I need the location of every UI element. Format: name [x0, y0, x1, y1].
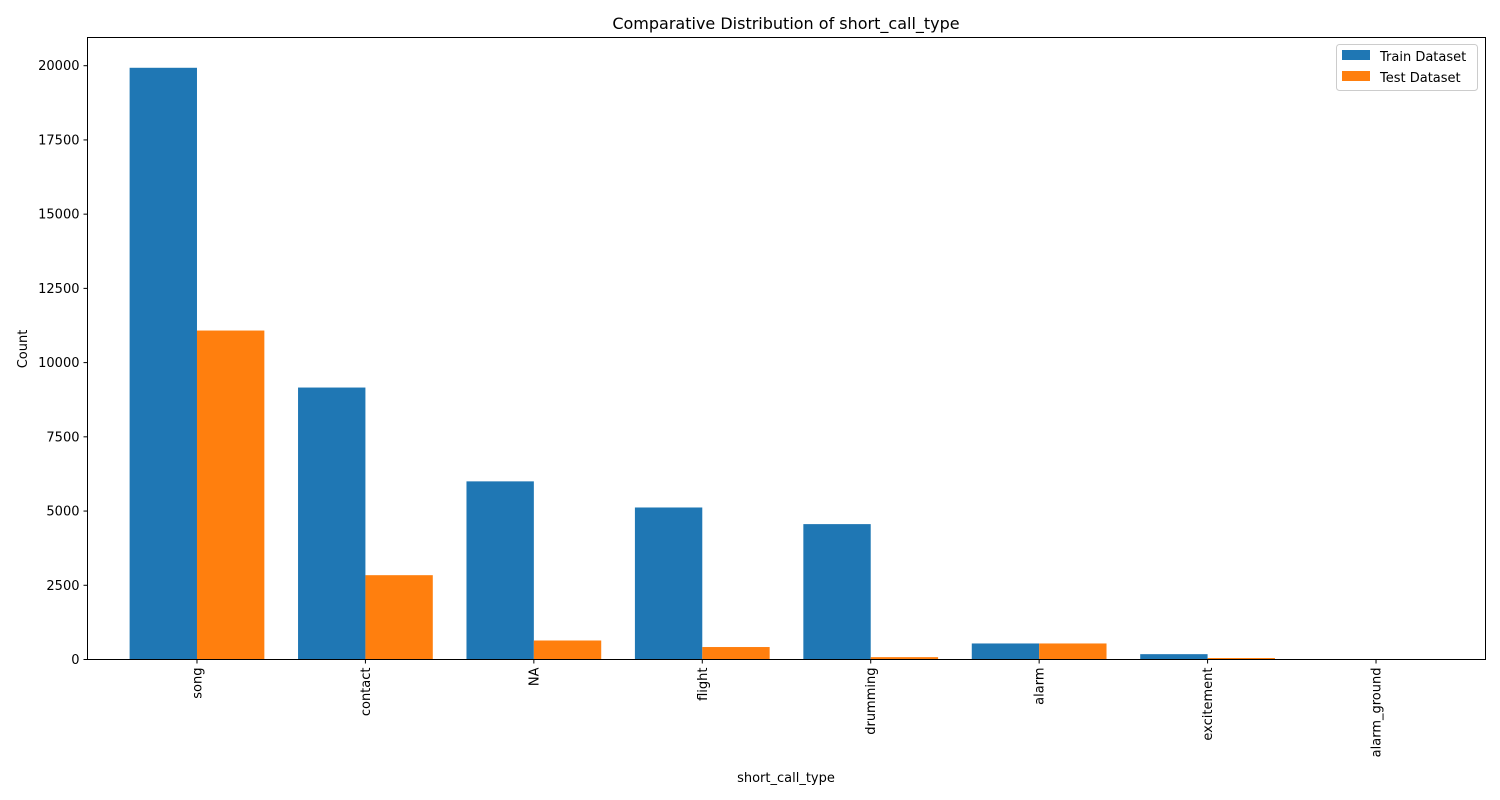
y-ticks-group: 0 2500 5000 7500 10000 12500 15000 17500 20000 — [38, 59, 88, 668]
x-tick-label: drumming — [864, 668, 879, 735]
bar-train-alarm — [971, 643, 1040, 660]
legend-label-train: Train Dataset — [1379, 50, 1466, 65]
bar-test-excitement — [1207, 658, 1275, 660]
bar-test-na — [533, 640, 602, 660]
x-tick-label: alarm — [1033, 668, 1048, 705]
plot-frame — [87, 37, 1486, 660]
x-tick-label: NA — [527, 667, 542, 686]
legend-swatch-train — [1342, 50, 1370, 60]
bar-train-song — [129, 67, 197, 660]
bars-group — [129, 67, 1444, 660]
legend-label-test: Test Dataset — [1379, 71, 1461, 86]
y-tick-label: 10000 — [38, 356, 79, 371]
y-tick-label: 5000 — [46, 505, 79, 520]
y-tick-label: 17500 — [38, 133, 79, 148]
bar-test-flight — [702, 647, 770, 660]
legend: Train Dataset Test Dataset — [1336, 44, 1478, 91]
bar-test-song — [196, 330, 265, 660]
bar-test-alarm — [1039, 643, 1107, 660]
bar-test-drumming — [870, 657, 939, 660]
bar-train-flight — [634, 507, 703, 660]
y-tick-label: 15000 — [38, 208, 79, 223]
x-tick-label: flight — [696, 668, 711, 701]
x-ticks-group: song contact NA flight drumming alarm exciteme… — [190, 659, 1385, 758]
y-tick-label: 12500 — [38, 282, 79, 297]
y-tick-label: 2500 — [46, 579, 79, 594]
legend-frame — [1336, 44, 1478, 91]
x-tick-label: contact — [359, 668, 374, 717]
y-tick-label: 0 — [71, 653, 79, 668]
bar-train-drumming — [803, 524, 871, 660]
x-tick-label: song — [190, 668, 205, 699]
bar-test-contact — [365, 575, 433, 660]
bar-train-excitement — [1140, 654, 1208, 660]
chart-title: Comparative Distribution of short_call_t… — [612, 14, 959, 34]
axes-group — [87, 37, 1486, 660]
y-tick-label: 20000 — [38, 59, 79, 74]
x-tick-label: alarm_ground — [1370, 668, 1385, 758]
legend-swatch-test — [1342, 71, 1370, 81]
bar-train-contact — [298, 387, 366, 660]
x-tick-label: excitement — [1201, 668, 1216, 741]
y-tick-label: 7500 — [46, 430, 79, 445]
y-axis-label: Count — [16, 330, 31, 369]
x-axis-label: short_call_type — [737, 771, 835, 786]
bar-train-na — [466, 481, 534, 660]
